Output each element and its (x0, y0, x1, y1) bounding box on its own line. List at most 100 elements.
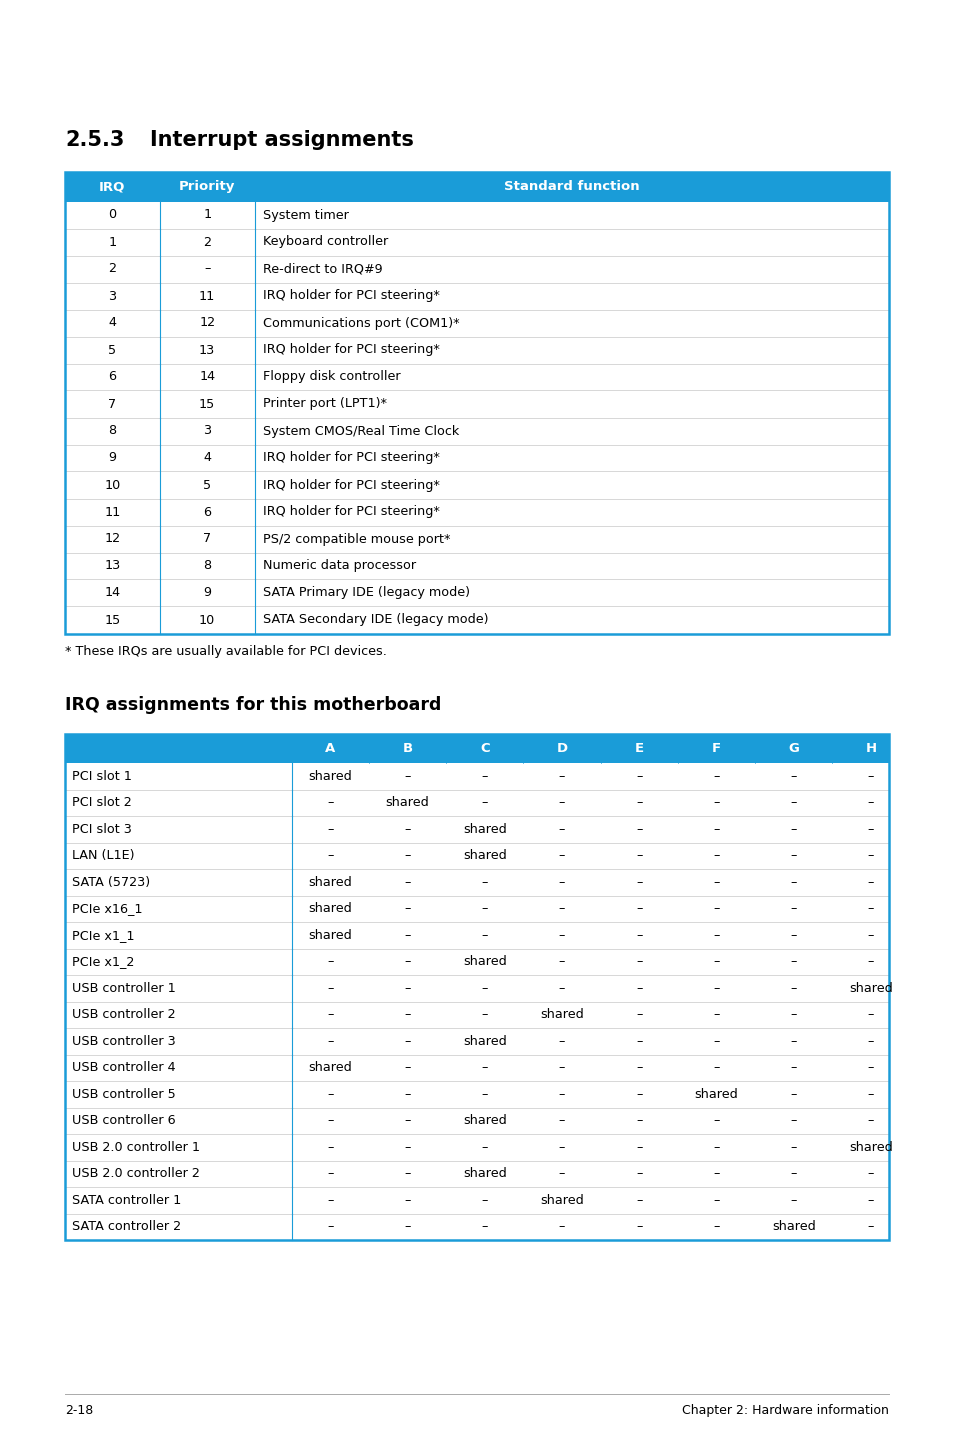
Bar (65, 789, 888, 815)
Text: System CMOS/Real Time Clock: System CMOS/Real Time Clock (262, 424, 458, 437)
Text: –: – (713, 850, 719, 863)
Text: –: – (713, 1221, 719, 1234)
Text: B: B (402, 742, 412, 755)
Text: –: – (790, 1140, 796, 1153)
Text: –: – (558, 1221, 564, 1234)
Text: –: – (558, 1114, 564, 1127)
Bar (65, 733, 888, 1240)
Text: USB controller 5: USB controller 5 (71, 1087, 175, 1100)
Text: –: – (790, 902, 796, 915)
Text: 5: 5 (109, 344, 116, 357)
Text: –: – (636, 797, 641, 810)
Text: –: – (636, 769, 641, 782)
Bar (65, 417, 888, 444)
Text: –: – (790, 769, 796, 782)
Text: –: – (327, 1168, 333, 1181)
Text: –: – (327, 850, 333, 863)
Bar (65, 444, 888, 472)
Text: –: – (636, 1194, 641, 1206)
Bar (65, 173, 888, 201)
Text: 12: 12 (199, 316, 215, 329)
Text: –: – (558, 929, 564, 942)
Text: –: – (636, 1140, 641, 1153)
Bar (65, 1107, 888, 1135)
Bar (65, 869, 888, 896)
Text: –: – (636, 823, 641, 835)
Text: –: – (867, 929, 873, 942)
Text: Standard function: Standard function (503, 180, 639, 193)
Text: 2: 2 (203, 236, 211, 249)
Text: USB controller 4: USB controller 4 (71, 1061, 175, 1074)
Text: IRQ: IRQ (99, 180, 126, 193)
Text: –: – (713, 1114, 719, 1127)
Bar (65, 282, 888, 309)
Text: –: – (713, 1061, 719, 1074)
Text: USB controller 1: USB controller 1 (71, 982, 175, 995)
Text: 15: 15 (199, 397, 215, 410)
Text: shared: shared (308, 769, 352, 782)
Text: –: – (404, 1140, 410, 1153)
Text: IRQ holder for PCI steering*: IRQ holder for PCI steering* (262, 289, 439, 302)
Text: –: – (790, 929, 796, 942)
Text: –: – (481, 1061, 487, 1074)
Text: 12: 12 (104, 532, 120, 545)
Text: –: – (636, 1087, 641, 1100)
Text: –: – (558, 1140, 564, 1153)
Text: –: – (481, 797, 487, 810)
Text: –: – (790, 876, 796, 889)
Bar (65, 1135, 888, 1160)
Text: 1: 1 (109, 236, 116, 249)
Text: –: – (790, 1114, 796, 1127)
Text: 3: 3 (109, 289, 116, 302)
Text: 8: 8 (109, 424, 116, 437)
Text: –: – (790, 850, 796, 863)
Text: –: – (867, 1194, 873, 1206)
Text: H: H (864, 742, 876, 755)
Text: –: – (713, 1168, 719, 1181)
Text: –: – (327, 1008, 333, 1021)
Text: USB 2.0 controller 1: USB 2.0 controller 1 (71, 1140, 200, 1153)
Text: –: – (713, 929, 719, 942)
Text: IRQ assignments for this motherboard: IRQ assignments for this motherboard (65, 696, 441, 713)
Text: –: – (404, 929, 410, 942)
Text: –: – (558, 982, 564, 995)
Text: SATA Primary IDE (legacy mode): SATA Primary IDE (legacy mode) (262, 587, 469, 600)
Text: USB controller 6: USB controller 6 (71, 1114, 175, 1127)
Text: –: – (481, 876, 487, 889)
Text: –: – (713, 1194, 719, 1206)
Text: shared: shared (308, 929, 352, 942)
Text: 11: 11 (199, 289, 215, 302)
Text: –: – (558, 1168, 564, 1181)
Text: –: – (790, 797, 796, 810)
Bar (65, 472, 888, 499)
Text: D: D (556, 742, 567, 755)
Text: PCI slot 1: PCI slot 1 (71, 769, 132, 782)
Text: –: – (867, 1087, 873, 1100)
Text: –: – (636, 955, 641, 968)
Text: –: – (327, 955, 333, 968)
Text: –: – (481, 982, 487, 995)
Text: –: – (636, 1168, 641, 1181)
Text: 13: 13 (199, 344, 215, 357)
Text: 6: 6 (109, 371, 116, 384)
Text: 8: 8 (203, 559, 211, 572)
Text: –: – (867, 1168, 873, 1181)
Text: PCIe x1_2: PCIe x1_2 (71, 955, 134, 968)
Text: A: A (325, 742, 335, 755)
Text: –: – (558, 1087, 564, 1100)
Text: SATA Secondary IDE (legacy mode): SATA Secondary IDE (legacy mode) (262, 614, 488, 627)
Text: SATA (5723): SATA (5723) (71, 876, 150, 889)
Bar (65, 1054, 888, 1081)
Text: –: – (404, 1168, 410, 1181)
Bar (65, 364, 888, 391)
Text: –: – (790, 1061, 796, 1074)
Text: –: – (790, 1194, 796, 1206)
Text: –: – (404, 1035, 410, 1048)
Text: –: – (404, 902, 410, 915)
Text: shared: shared (462, 955, 506, 968)
Text: 6: 6 (203, 506, 211, 519)
Text: 14: 14 (104, 587, 120, 600)
Text: shared: shared (385, 797, 429, 810)
Text: –: – (404, 1061, 410, 1074)
Text: –: – (636, 982, 641, 995)
